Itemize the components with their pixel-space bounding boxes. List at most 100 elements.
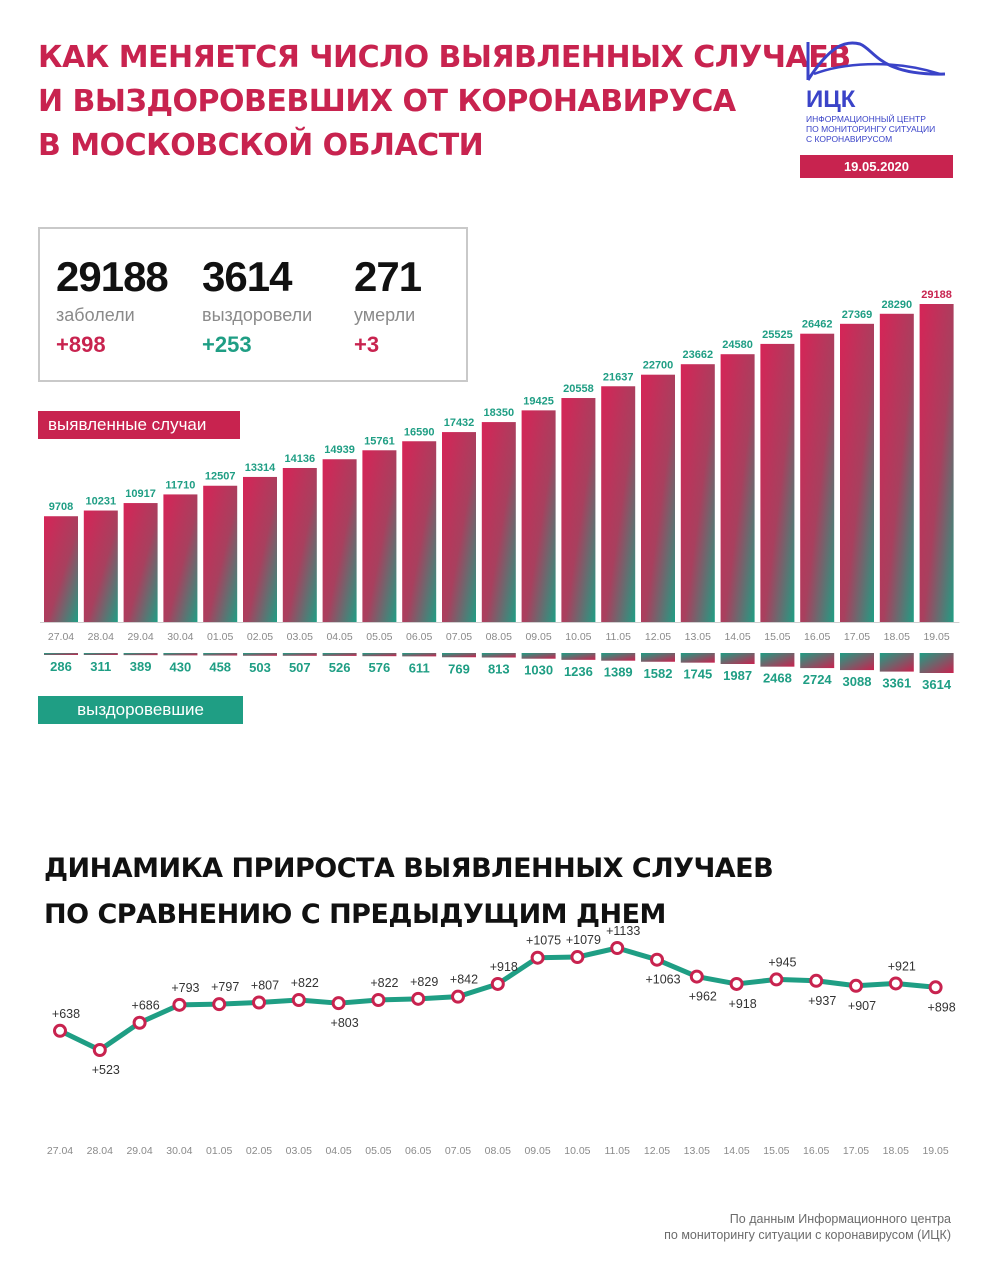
page-title: КАК МЕНЯЕТСЯ ЧИСЛО ВЫЯВЛЕННЫХ СЛУЧАЕВ И … xyxy=(38,36,851,168)
recovered-bar xyxy=(203,653,238,656)
growth-point xyxy=(888,976,903,991)
case-bar xyxy=(720,354,755,622)
case-bar xyxy=(123,503,158,622)
stat-cases-value: 29188 xyxy=(56,253,169,300)
growth-value-label: +803 xyxy=(331,1016,359,1030)
growth-date-tick-label: 12.05 xyxy=(644,1145,670,1157)
recovered-legend-tag: выздоровевшие xyxy=(38,696,243,724)
growth-point xyxy=(769,972,784,987)
recovered-bar xyxy=(680,653,715,663)
recovered-value-label: 576 xyxy=(369,660,391,675)
stat-recovered-delta: +253 xyxy=(202,332,252,357)
recovered-bar xyxy=(442,653,476,658)
recovered-value-label: 3614 xyxy=(922,677,952,692)
growth-date-tick-label: 17.05 xyxy=(843,1145,869,1157)
stat-deaths: 271 умерли +3 xyxy=(354,253,422,358)
case-bar xyxy=(163,494,198,622)
growth-date-tick-label: 08.05 xyxy=(485,1145,511,1157)
case-value-label: 15761 xyxy=(364,435,395,447)
recovered-value-label: 1582 xyxy=(644,666,673,681)
case-value-label: 12507 xyxy=(205,471,236,483)
case-value-label: 20558 xyxy=(563,383,594,395)
recovered-value-label: 526 xyxy=(329,660,351,675)
growth-date-tick-label: 06.05 xyxy=(405,1145,431,1157)
recovered-bar xyxy=(83,653,118,655)
case-bar xyxy=(800,333,835,622)
case-value-label: 24580 xyxy=(722,339,753,351)
growth-value-label: +1133 xyxy=(606,924,640,938)
stat-recovered-label: выздоровели xyxy=(202,305,313,325)
growth-value-label: +797 xyxy=(211,980,239,994)
case-value-label: 25525 xyxy=(762,329,793,341)
title-line-2: И ВЫЗДОРОВЕВШИХ ОТ КОРОНАВИРУСА xyxy=(38,84,736,119)
case-value-label: 14136 xyxy=(285,453,316,465)
case-bar xyxy=(521,410,556,622)
growth-date-tick-label: 02.05 xyxy=(246,1145,272,1157)
growth-date-tick-label: 10.05 xyxy=(564,1145,590,1157)
date-tick-label: 19.05 xyxy=(923,631,949,643)
stat-recovered: 3614 выздоровели +253 xyxy=(202,253,312,358)
growth-point xyxy=(411,991,426,1006)
case-value-label: 27369 xyxy=(842,309,873,321)
case-value-label: 16590 xyxy=(404,426,435,438)
growth-value-label: +1063 xyxy=(645,973,680,987)
growth-point xyxy=(451,989,465,1004)
cases-legend-tag: выявленные случаи xyxy=(38,411,240,439)
recovered-value-label: 1030 xyxy=(524,663,553,678)
recovered-bar xyxy=(402,653,437,657)
date-tick-label: 08.05 xyxy=(486,631,512,643)
recovered-bar xyxy=(123,653,158,656)
growth-point xyxy=(490,976,505,991)
growth-point xyxy=(689,969,704,984)
recovered-bar xyxy=(879,653,914,672)
date-tick-label: 17.05 xyxy=(844,631,870,643)
recovered-value-label: 3088 xyxy=(843,674,872,689)
date-tick-label: 29.04 xyxy=(127,631,153,643)
case-value-label: 23662 xyxy=(683,349,714,361)
growth-value-label: +937 xyxy=(808,994,836,1008)
recovered-value-label: 458 xyxy=(209,660,231,675)
recovered-value-label: 286 xyxy=(50,659,72,674)
case-bar xyxy=(362,450,397,622)
stat-recovered-value: 3614 xyxy=(202,253,292,300)
growth-value-label: +918 xyxy=(729,997,757,1011)
growth-section-title: ДИНАМИКА ПРИРОСТА ВЫЯВЛЕННЫХ СЛУЧАЕВ ПО … xyxy=(44,846,774,938)
stat-deaths-value: 271 xyxy=(354,253,422,300)
case-value-label: 11710 xyxy=(165,479,195,491)
case-value-label: 28290 xyxy=(882,299,913,311)
date-tick-label: 09.05 xyxy=(525,631,551,643)
recovered-bar xyxy=(800,653,835,669)
case-value-label: 14939 xyxy=(324,444,355,456)
case-value-label: 10231 xyxy=(86,496,117,508)
growth-point xyxy=(849,978,863,993)
growth-date-tick-label: 16.05 xyxy=(803,1145,829,1157)
growth-date-tick-label: 29.04 xyxy=(126,1145,152,1157)
growth-point xyxy=(132,1015,147,1030)
stat-cases-delta: +898 xyxy=(56,332,106,357)
date-tick-label: 18.05 xyxy=(884,631,910,643)
recovered-value-label: 430 xyxy=(170,659,192,674)
recovered-value-label: 311 xyxy=(90,659,111,674)
growth-date-tick-label: 30.04 xyxy=(166,1145,192,1157)
case-value-label: 22700 xyxy=(643,360,674,372)
recovered-bar xyxy=(760,653,795,667)
bar-chart: 9708 27.04 286 10231 28.04 311 10917 29.04 389 11… xyxy=(40,289,960,692)
growth-point xyxy=(928,980,943,995)
source-line-2: по мониторингу ситуации с коронавирусом … xyxy=(664,1228,951,1242)
growth-point xyxy=(610,941,625,955)
date-tick-label: 10.05 xyxy=(565,631,591,643)
growth-value-label: +793 xyxy=(171,981,199,995)
recovered-bar xyxy=(840,653,874,671)
growth-point xyxy=(331,996,346,1011)
recovered-bar xyxy=(243,653,277,656)
growth-value-label: +921 xyxy=(888,959,916,973)
recovered-value-label: 3361 xyxy=(882,676,911,691)
growth-point xyxy=(809,973,824,988)
date-tick-label: 01.05 xyxy=(207,631,233,643)
growth-value-label: +1079 xyxy=(566,933,601,947)
recovered-value-label: 1236 xyxy=(564,664,593,679)
growth-date-tick-label: 13.05 xyxy=(684,1145,710,1157)
growth-value-label: +807 xyxy=(251,979,279,993)
growth-point xyxy=(650,952,664,967)
